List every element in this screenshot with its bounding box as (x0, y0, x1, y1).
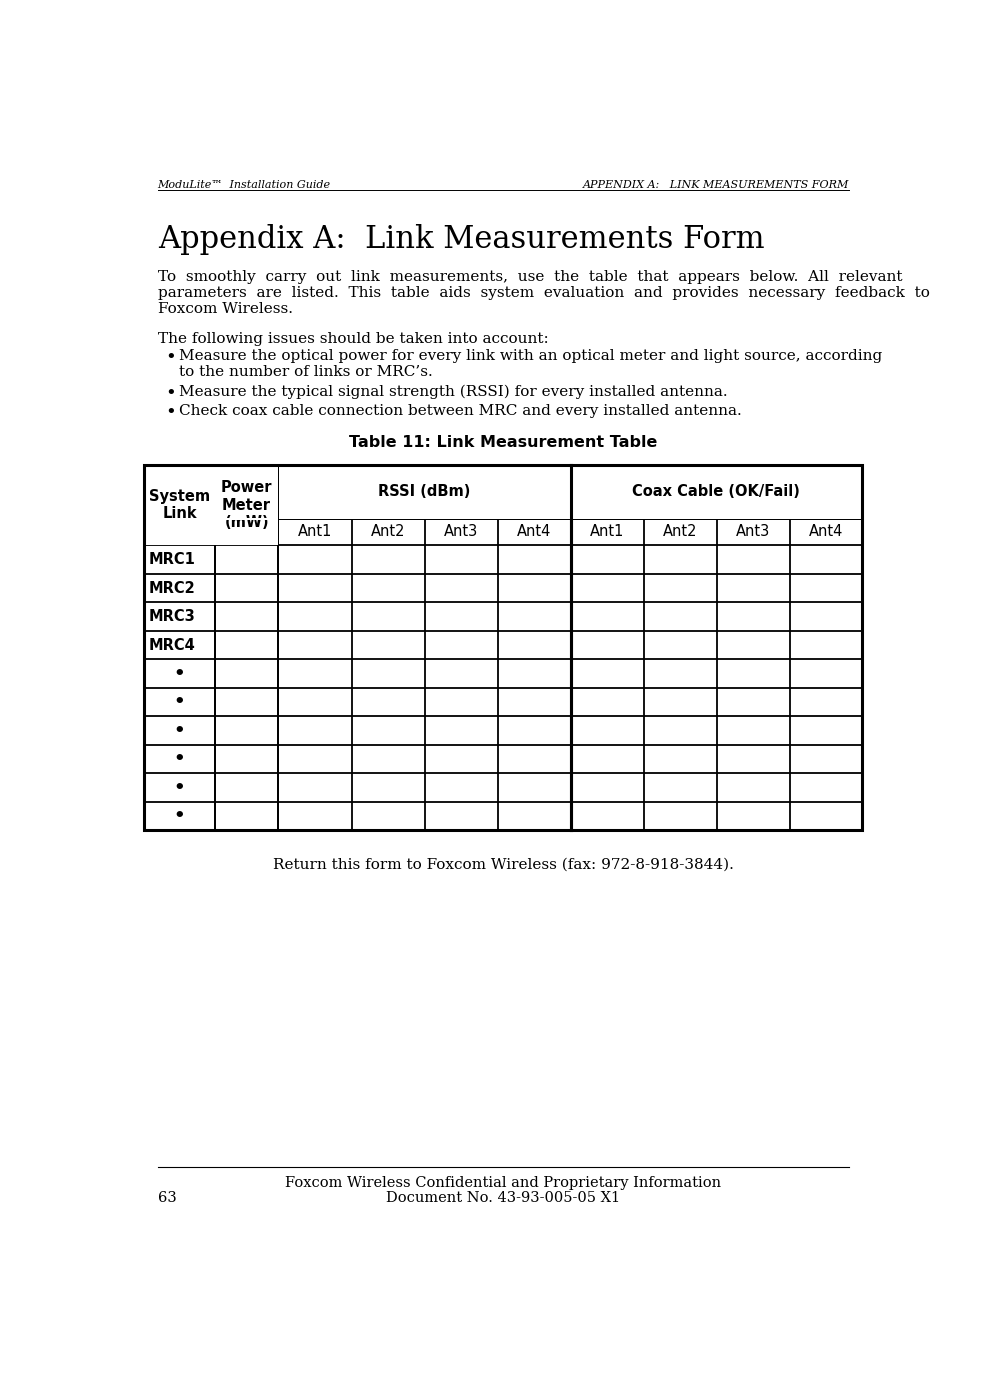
Text: parameters  are  listed.  This  table  aids  system  evaluation  and  provides  : parameters are listed. This table aids s… (158, 286, 930, 300)
Text: •: • (174, 807, 186, 825)
Text: Measure the optical power for every link with an optical meter and light source,: Measure the optical power for every link… (180, 350, 883, 363)
Bar (279, 466, 571, 518)
Text: Appendix A:  Link Measurements Form: Appendix A: Link Measurements Form (158, 224, 764, 254)
Text: Table 11: Link Measurement Table: Table 11: Link Measurement Table (349, 435, 658, 451)
Text: •: • (174, 778, 186, 796)
Text: MRC4: MRC4 (149, 637, 195, 652)
Text: •: • (174, 665, 186, 683)
Text: MRC2: MRC2 (149, 580, 195, 596)
Text: MRC1: MRC1 (149, 553, 196, 567)
Text: MRC3: MRC3 (149, 609, 195, 625)
Text: Ant1: Ant1 (298, 525, 332, 539)
Text: Check coax cable connection between MRC and every installed antenna.: Check coax cable connection between MRC … (180, 404, 742, 417)
Text: Ant3: Ant3 (444, 525, 478, 539)
Text: APPENDIX A:   LINK MEASUREMENTS FORM: APPENDIX A: LINK MEASUREMENTS FORM (582, 180, 848, 189)
Text: •: • (165, 384, 176, 402)
Text: Ant4: Ant4 (517, 525, 551, 539)
Text: Power
Meter
(mW): Power Meter (mW) (221, 480, 272, 529)
Text: Ant4: Ant4 (809, 525, 844, 539)
Text: System
Link: System Link (149, 489, 210, 521)
Text: •: • (174, 750, 186, 768)
Text: Foxcom Wireless.: Foxcom Wireless. (158, 303, 293, 316)
Text: Document No. 43-93-005-05 X1: Document No. 43-93-005-05 X1 (386, 1191, 621, 1205)
Text: •: • (174, 721, 186, 739)
Text: to the number of links or MRC’s.: to the number of links or MRC’s. (180, 365, 433, 379)
Text: To  smoothly  carry  out  link  measurements,  use  the  table  that  appears  b: To smoothly carry out link measurements,… (158, 269, 902, 283)
Text: •: • (165, 350, 176, 368)
Text: Return this form to Foxcom Wireless (fax: 972-8-918-3844).: Return this form to Foxcom Wireless (fax… (273, 857, 734, 871)
Text: RSSI (dBm): RSSI (dBm) (378, 484, 470, 499)
Text: Ant1: Ant1 (590, 525, 625, 539)
Text: The following issues should be taken into account:: The following issues should be taken int… (158, 332, 548, 346)
Text: Measure the typical signal strength (RSSI) for every installed antenna.: Measure the typical signal strength (RSS… (180, 384, 728, 399)
Text: ModuLite™  Installation Guide: ModuLite™ Installation Guide (158, 180, 331, 189)
Bar (144, 464, 862, 831)
Text: Foxcom Wireless Confidential and Proprietary Information: Foxcom Wireless Confidential and Proprie… (285, 1176, 722, 1190)
Bar (145, 466, 215, 546)
Text: Coax Cable (OK/Fail): Coax Cable (OK/Fail) (632, 484, 800, 499)
Bar (215, 466, 279, 546)
Text: Ant3: Ant3 (736, 525, 771, 539)
Bar (145, 518, 279, 520)
Text: Ant2: Ant2 (663, 525, 697, 539)
Text: 63: 63 (158, 1191, 177, 1205)
Bar (144, 464, 862, 831)
Bar (572, 466, 862, 518)
Text: •: • (174, 694, 186, 712)
Text: Ant2: Ant2 (371, 525, 406, 539)
Text: •: • (165, 404, 176, 422)
